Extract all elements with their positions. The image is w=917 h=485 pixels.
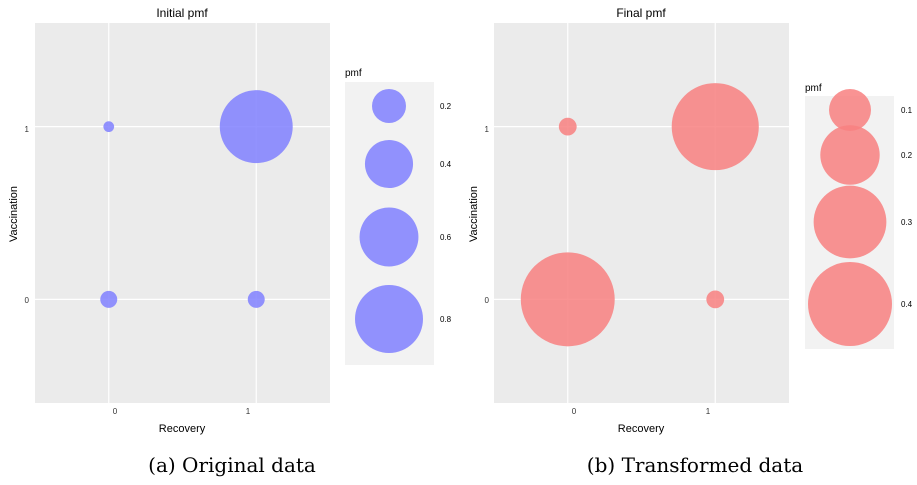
- legend-key-a-0: [372, 89, 406, 123]
- x-tick-label-b-0: 0: [572, 407, 577, 416]
- chart-a: Initial pmf Recovery Vaccination 0 1 1 0…: [8, 6, 452, 477]
- chart-b: Final pmf Recovery Vaccination 0 1 1 0 p…: [468, 6, 913, 477]
- plot-panel-a: [35, 23, 330, 403]
- y-tick-label-b-0: 0: [485, 296, 490, 305]
- x-tick-label-a-0: 0: [113, 407, 118, 416]
- legend-label-a-1: 0.4: [440, 160, 452, 169]
- bubble-b-1: [671, 83, 759, 171]
- legend-label-a-2: 0.6: [440, 233, 452, 242]
- legend-key-a-3: [355, 285, 423, 353]
- caption-a: (a) Original data: [148, 453, 316, 477]
- legend-key-b-0: [829, 89, 871, 131]
- legend-label-b-1: 0.2: [901, 151, 913, 160]
- bubble-b-2: [520, 252, 615, 347]
- legend-key-a-1: [364, 139, 414, 189]
- legend-key-b-3: [808, 262, 892, 346]
- bubble-a-1: [219, 90, 293, 164]
- legend-title-a: pmf: [345, 68, 362, 79]
- bubble-b-3: [706, 290, 725, 309]
- x-axis-label-a: Recovery: [159, 423, 206, 435]
- plot-panel-b: [494, 23, 789, 403]
- x-tick-label-a-1: 1: [246, 407, 251, 416]
- legend-title-b: pmf: [805, 83, 822, 94]
- y-tick-label-a-0: 0: [25, 296, 30, 305]
- legend-keys-a: 0.2 0.4 0.6 0.8: [355, 89, 452, 353]
- bubbles-b: [520, 83, 759, 347]
- caption-b: (b) Transformed data: [587, 453, 803, 477]
- legend-key-b-1: [820, 125, 880, 185]
- legend-label-b-3: 0.4: [901, 300, 913, 309]
- x-axis-label-b: Recovery: [618, 423, 665, 435]
- legend-key-a-2: [359, 207, 419, 267]
- y-tick-label-b-1: 1: [485, 125, 490, 134]
- legend-a: pmf 0.2 0.4 0.6 0.8: [345, 68, 452, 365]
- legend-label-b-0: 0.1: [901, 106, 913, 115]
- legend-label-b-2: 0.3: [901, 218, 913, 227]
- bubble-b-0: [558, 117, 577, 136]
- legend-keys-b: 0.1 0.2 0.3 0.4: [808, 89, 913, 346]
- y-axis-label-b: Vaccination: [468, 186, 480, 242]
- legend-label-a-3: 0.8: [440, 315, 452, 324]
- legend-b: pmf 0.1 0.2 0.3 0.4: [805, 83, 913, 349]
- chart-title-b: Final pmf: [616, 6, 666, 20]
- bubbles-a: [100, 90, 293, 308]
- legend-key-b-2: [813, 185, 887, 259]
- legend-label-a-0: 0.2: [440, 102, 452, 111]
- bubble-a-3: [247, 290, 265, 308]
- bubble-a-0: [103, 121, 115, 133]
- bubble-a-2: [100, 290, 118, 308]
- y-axis-label-a: Vaccination: [8, 186, 20, 242]
- chart-title-a: Initial pmf: [156, 6, 208, 20]
- y-tick-label-a-1: 1: [25, 125, 30, 134]
- x-tick-label-b-1: 1: [706, 407, 711, 416]
